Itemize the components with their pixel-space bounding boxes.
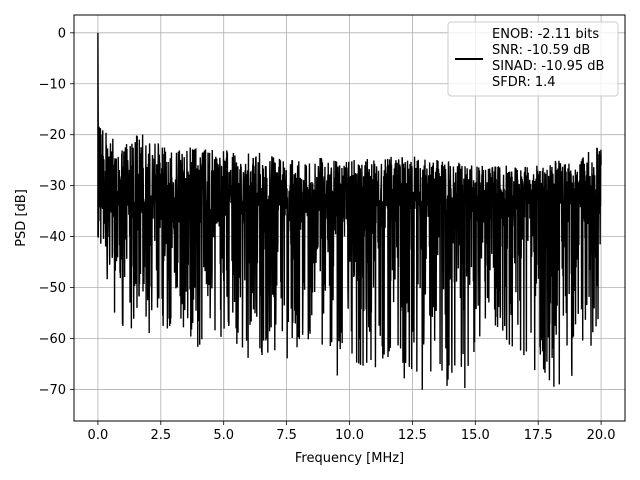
psd-line	[97, 32, 602, 390]
x-tick-label: 15.0	[461, 428, 490, 443]
x-tick-label: 5.0	[213, 428, 234, 443]
x-tick-label: 10.0	[335, 428, 364, 443]
y-tick-label: −70	[39, 383, 66, 398]
x-axis-label: Frequency [MHz]	[295, 451, 404, 466]
y-tick-label: −40	[39, 230, 66, 245]
x-tick-label: 17.5	[524, 428, 553, 443]
axis-ticks: 0.0 2.5 5.0 7.5 10.0 12.5 15.0 17.5 20.0 0 −10 −20 −…	[39, 26, 616, 443]
plot-area	[97, 32, 602, 390]
legend-sfdr: SFDR: 1.4	[492, 75, 556, 90]
x-tick-label: 7.5	[276, 428, 297, 443]
x-tick-label: 12.5	[398, 428, 427, 443]
y-tick-label: −10	[39, 77, 66, 92]
y-tick-label: 0	[58, 26, 66, 41]
y-axis-label: PSD [dB]	[14, 189, 29, 247]
y-tick-label: −20	[39, 128, 66, 143]
y-tick-label: −30	[39, 179, 66, 194]
x-tick-label: 2.5	[150, 428, 171, 443]
legend-enob: ENOB: -2.11 bits	[492, 27, 599, 42]
x-tick-label: 0.0	[88, 428, 109, 443]
legend-sinad: SINAD: -10.95 dB	[492, 59, 604, 74]
y-tick-label: −60	[39, 332, 66, 347]
y-tick-label: −50	[39, 281, 66, 296]
legend-snr: SNR: -10.59 dB	[492, 43, 590, 58]
x-tick-label: 20.0	[587, 428, 616, 443]
legend: ENOB: -2.11 bits SNR: -10.59 dB SINAD: -…	[447, 21, 619, 97]
legend-box	[447, 21, 619, 97]
axes-frame	[73, 14, 626, 422]
